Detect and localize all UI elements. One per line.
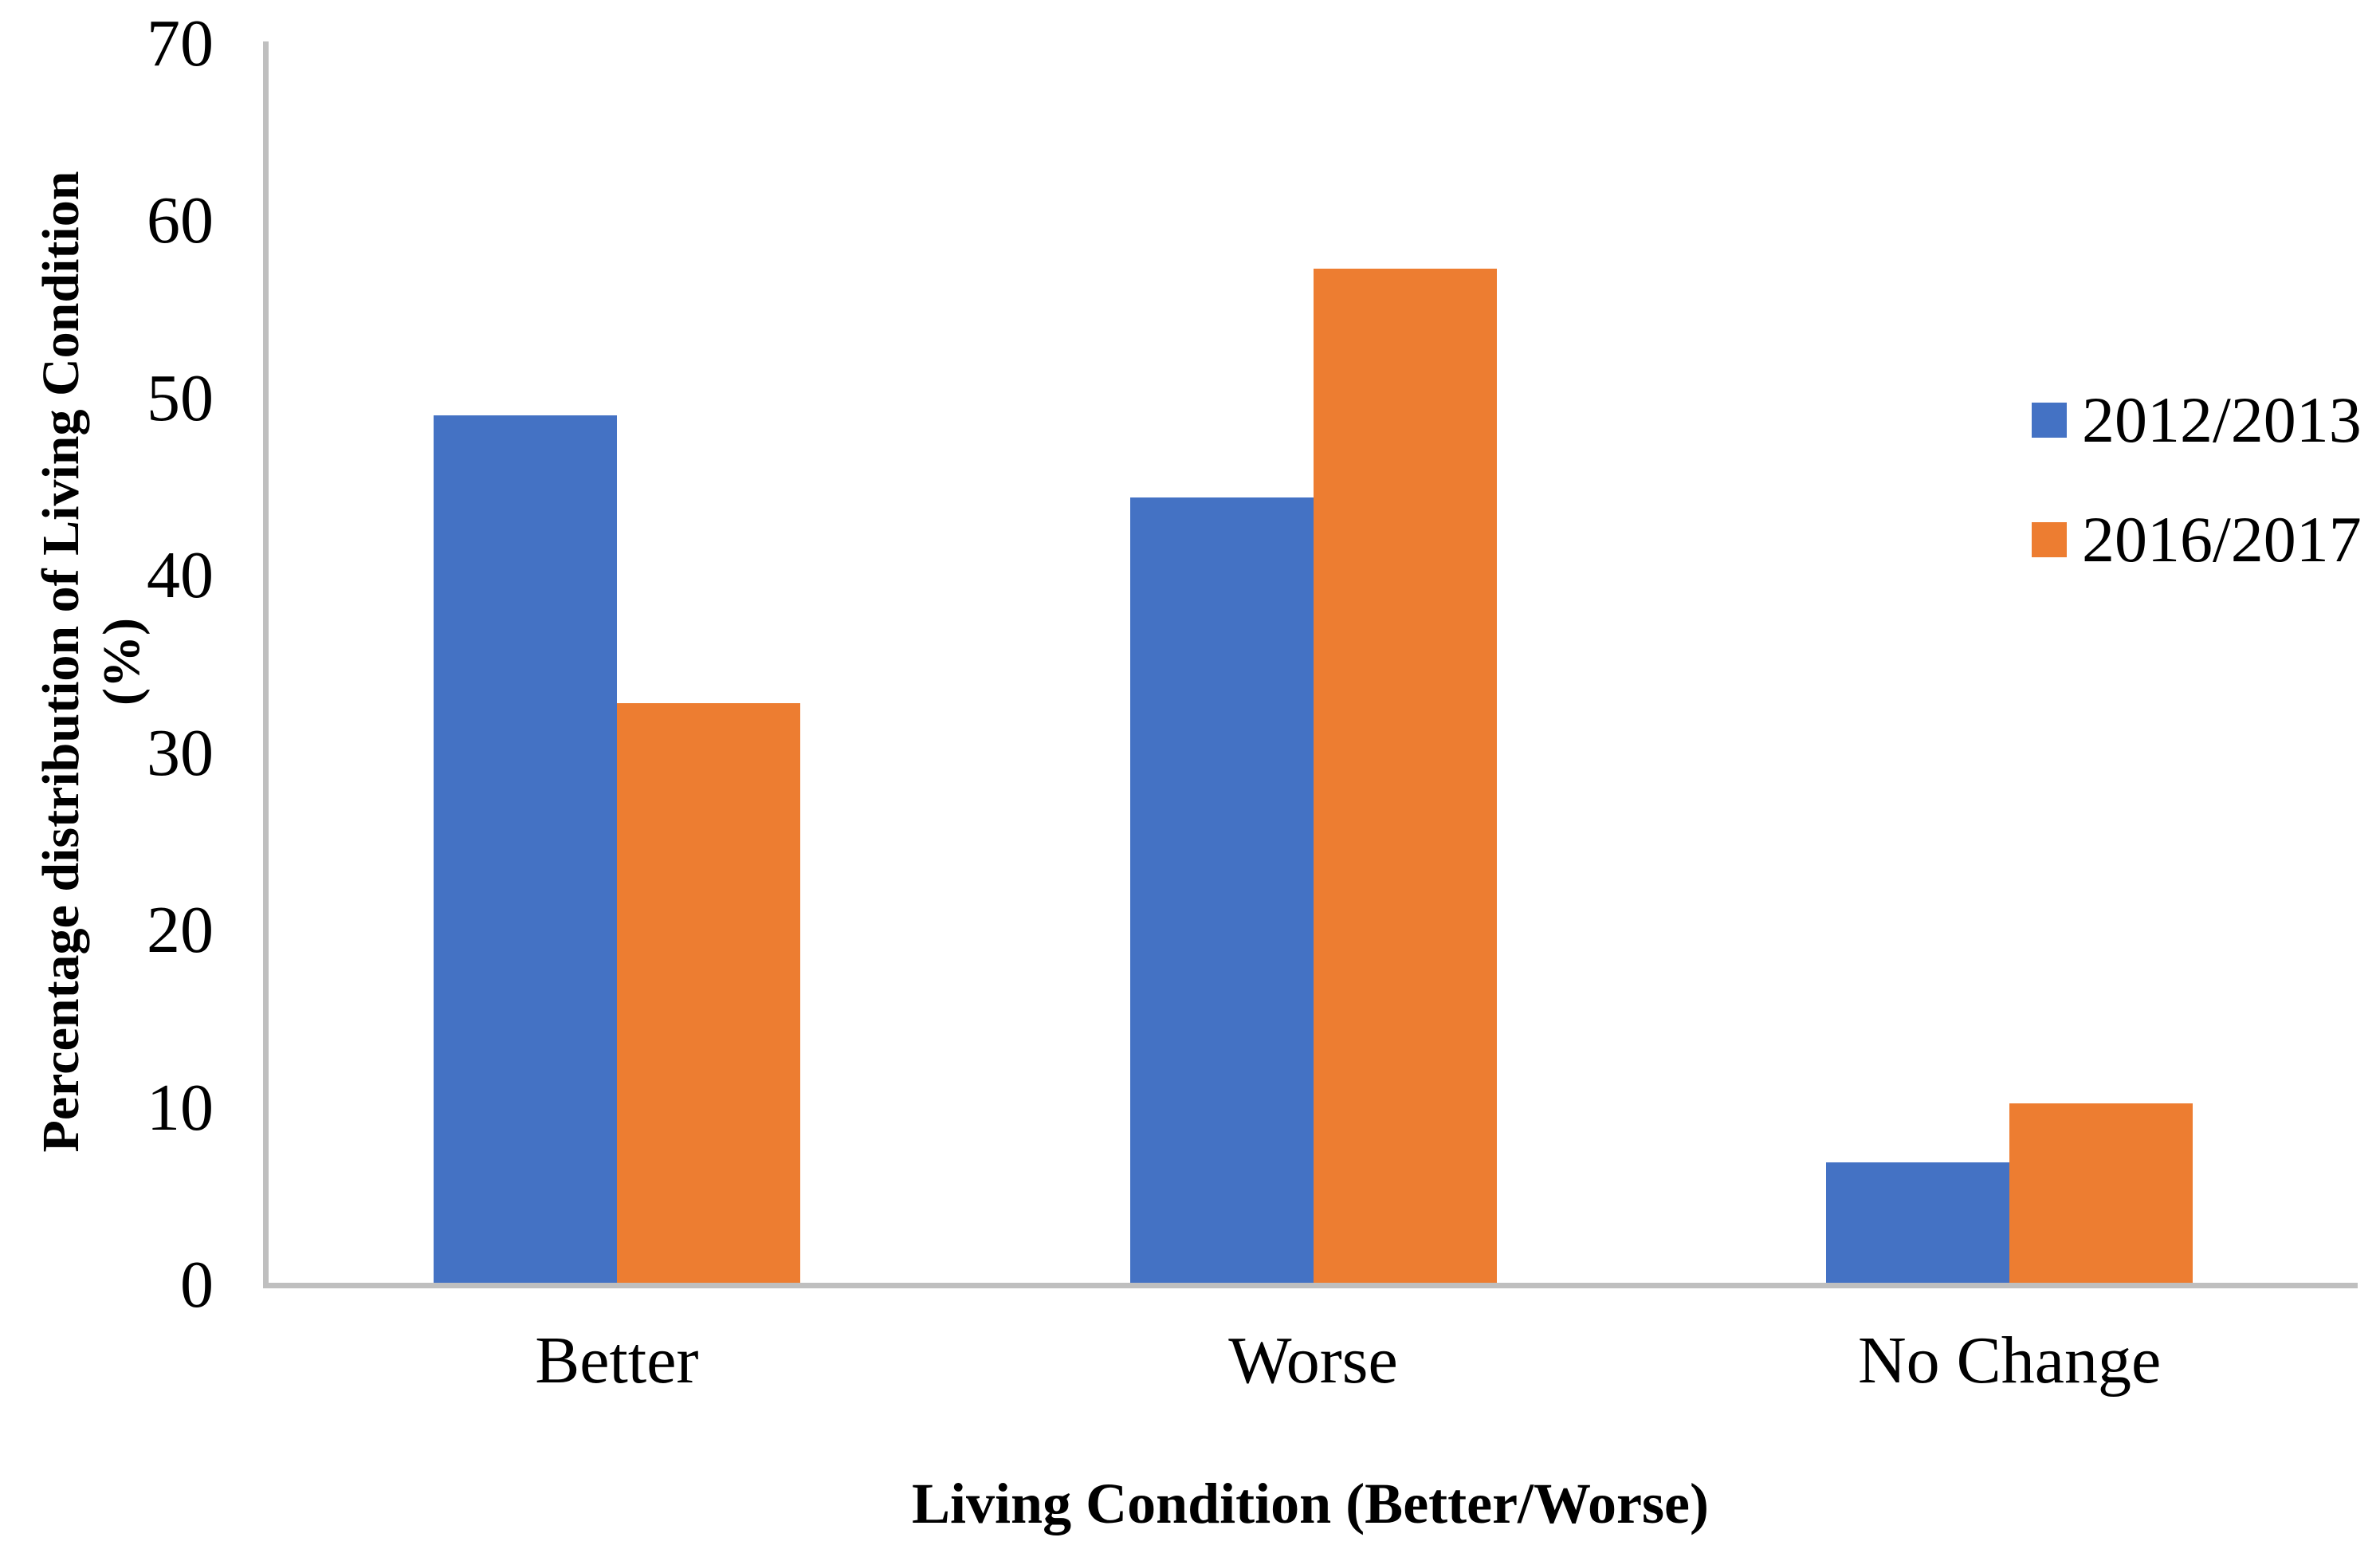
legend-entry-2012-2013: 2012/2013	[2032, 384, 2362, 456]
bar-2016-2017-no-change	[2009, 1103, 2193, 1283]
x-axis-title: Living Condition (Better/Worse)	[912, 1472, 1709, 1535]
y-tick-label-20: 20	[147, 893, 214, 968]
legend-label: 2016/2017	[2082, 503, 2362, 576]
legend-swatch-icon	[2032, 522, 2067, 557]
y-tick-label-10: 10	[147, 1070, 214, 1145]
bar-2012-2013-worse	[1129, 497, 1314, 1283]
legend-entry-2016-2017: 2016/2017	[2032, 504, 2362, 576]
legend-label: 2012/2013	[2082, 383, 2362, 456]
y-tick-label-50: 50	[147, 360, 214, 435]
category-label-no-change: No Change	[1858, 1323, 2162, 1398]
legend: 2012/2013 2016/2017	[2032, 384, 2362, 623]
y-tick-label-30: 30	[147, 715, 214, 790]
y-tick-label-60: 60	[147, 183, 214, 258]
y-tick-label-70: 70	[147, 6, 214, 81]
plot-area	[263, 41, 2358, 1288]
category-label-better: Better	[535, 1323, 699, 1398]
bar-2012-2013-no-change	[1826, 1162, 2010, 1283]
y-tick-label-0: 0	[180, 1248, 214, 1322]
bar-2016-2017-better	[616, 702, 800, 1283]
y-tick-label-40: 40	[147, 538, 214, 613]
bar-2012-2013-better	[433, 415, 617, 1283]
bar-2016-2017-worse	[1313, 268, 1497, 1283]
legend-swatch-icon	[2032, 403, 2067, 438]
category-label-worse: Worse	[1228, 1323, 1398, 1398]
